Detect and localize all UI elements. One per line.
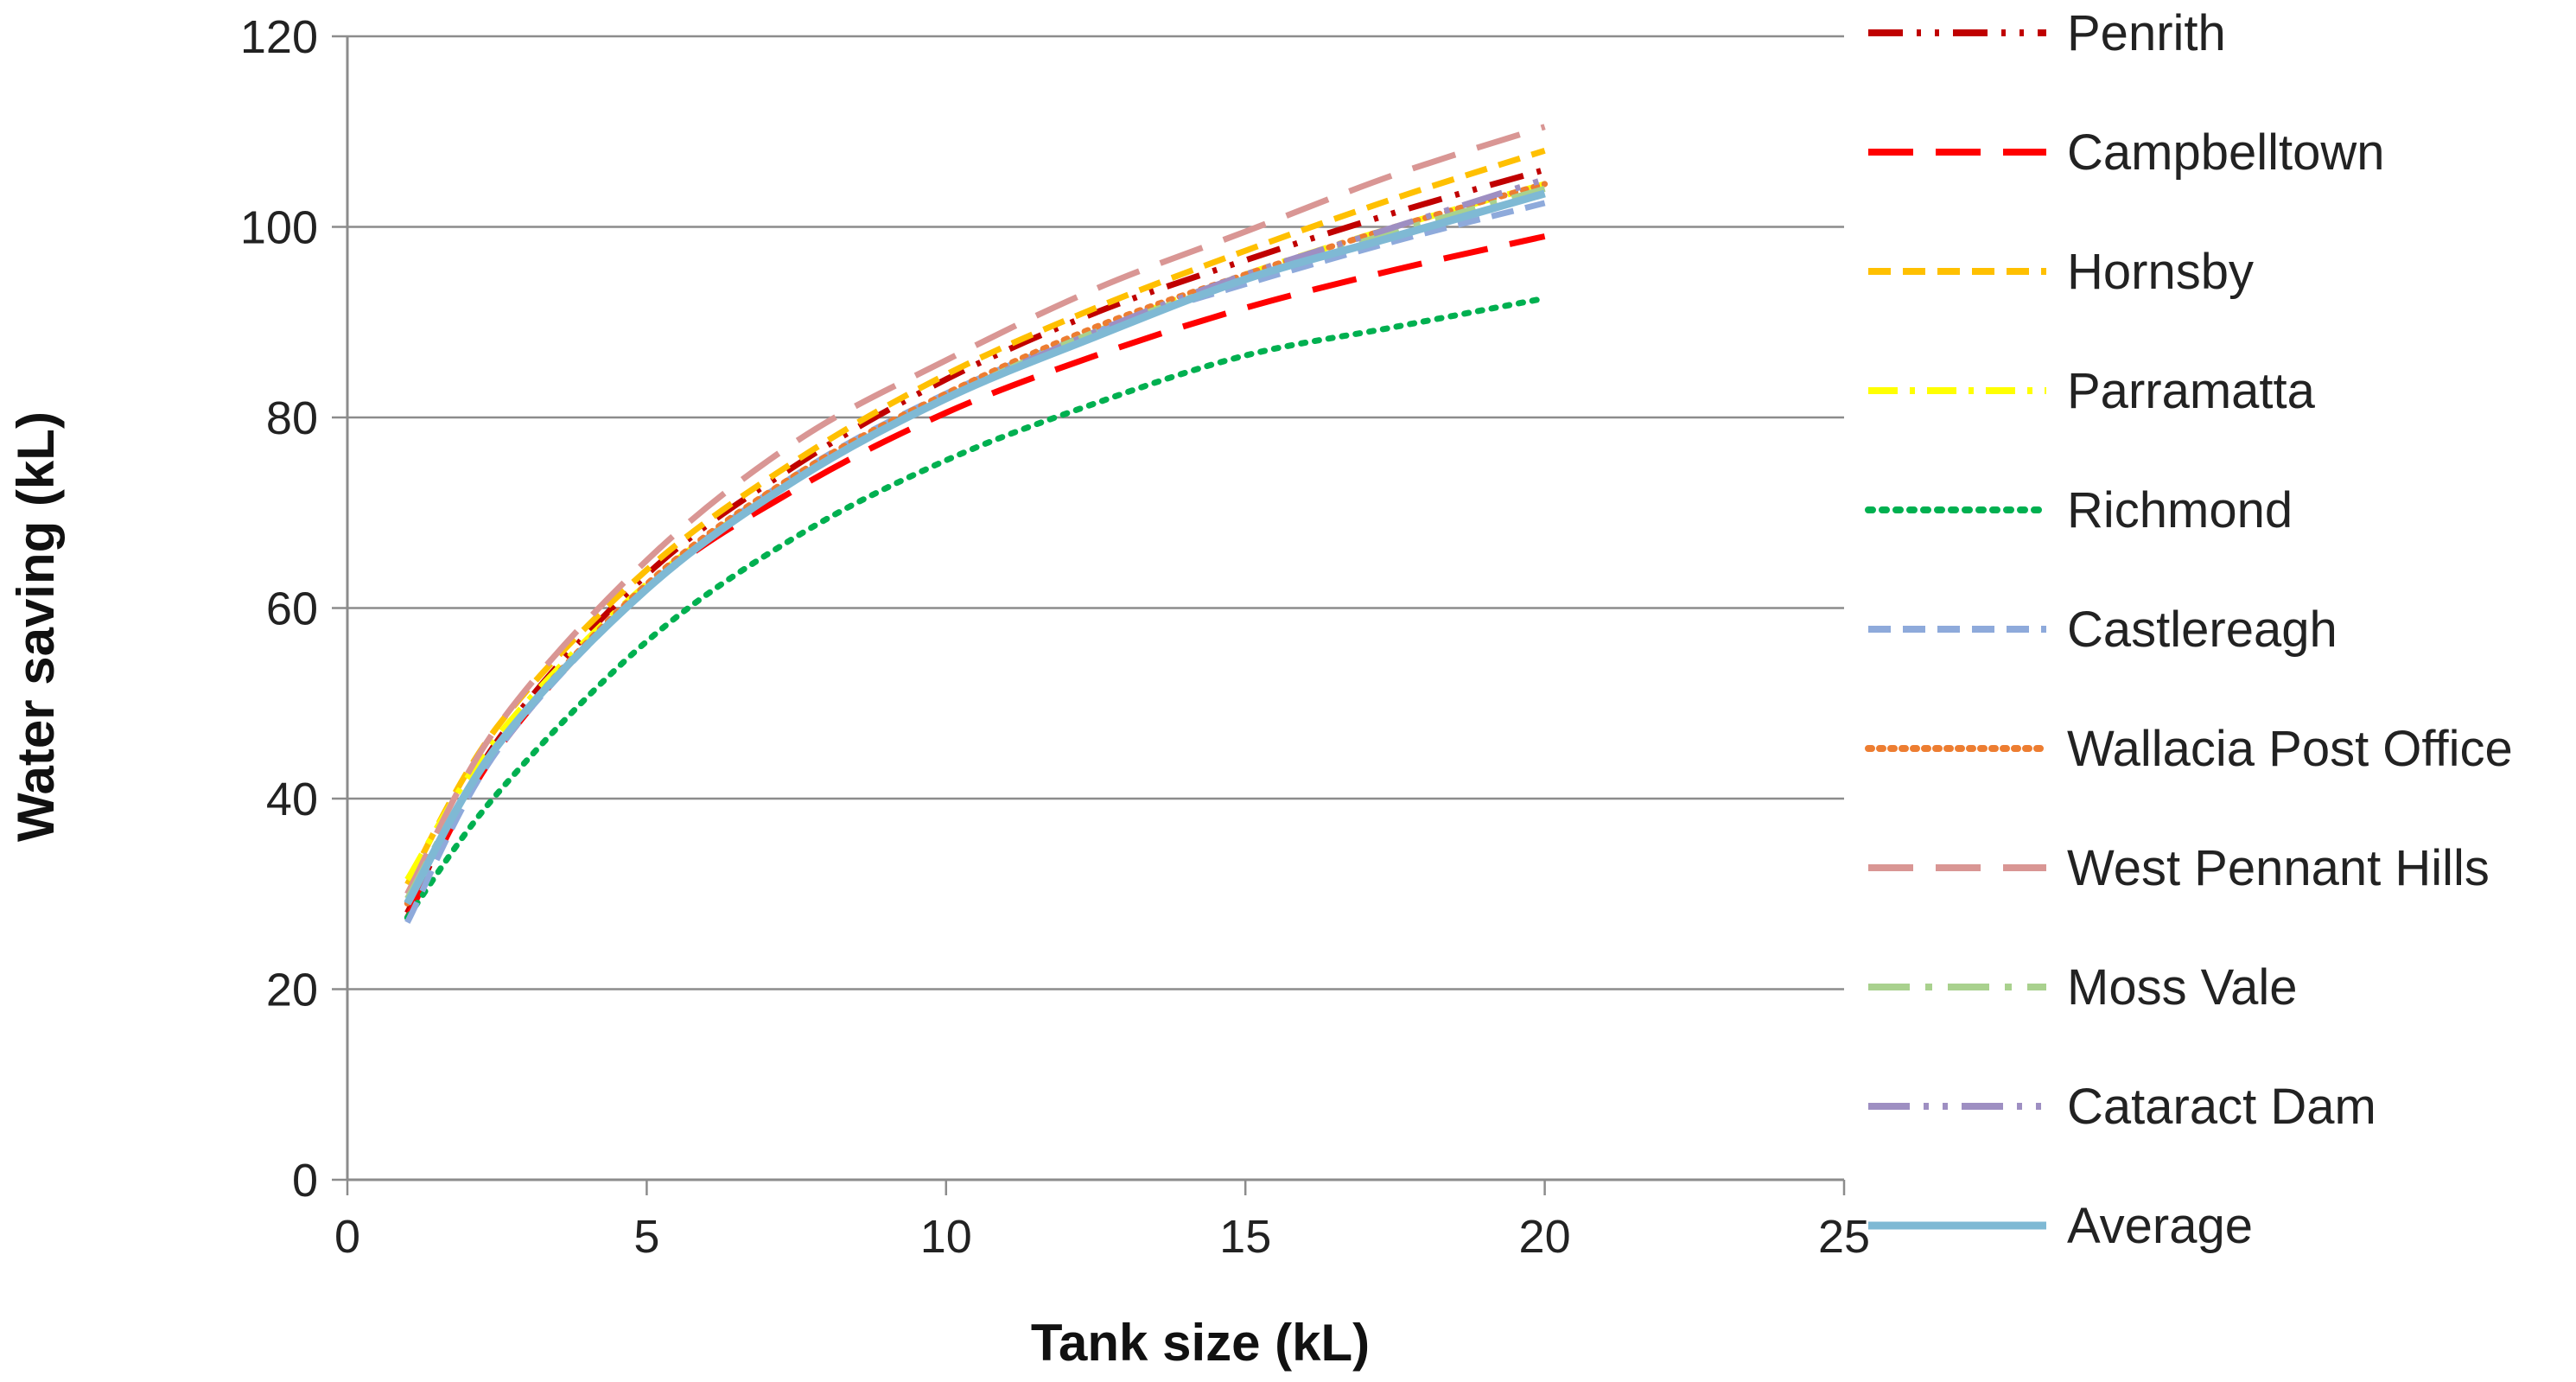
legend-label: Campbelltown (2067, 124, 2385, 181)
y-tick-label: 80 (266, 392, 318, 444)
series-line-penrith (404, 167, 1546, 914)
axes: 0 20 40 60 80 100 120 0 5 10 15 20 25 (240, 11, 1870, 1263)
legend-label: Hornsby (2067, 244, 2254, 300)
legend-item-hornsby: Hornsby (1868, 244, 2254, 300)
y-axis-title: Water saving (kL) (7, 411, 65, 842)
x-tick-label: 25 (1818, 1211, 1870, 1263)
legend-label: Penrith (2067, 5, 2226, 61)
series-line-west-pennant-hills (404, 124, 1546, 895)
legend-label: Parramatta (2067, 363, 2316, 419)
legend-item-average: Average (1868, 1198, 2253, 1254)
y-tick-label: 60 (266, 583, 318, 635)
x-axis-title: Tank size (kL) (1031, 1314, 1370, 1372)
series-line-campbelltown (404, 233, 1546, 920)
legend-label: Castlereagh (2067, 602, 2337, 658)
y-tick-label: 20 (266, 965, 318, 1016)
legend-item-wallacia-post-office: Wallacia Post Office (1865, 721, 2513, 777)
y-tick-label: 40 (266, 774, 318, 825)
series-line-average (404, 189, 1546, 906)
series-line-castlereagh (404, 200, 1546, 924)
y-tick-label: 120 (240, 11, 318, 63)
legend-label: Wallacia Post Office (2067, 721, 2513, 777)
legend-item-campbelltown: Campbelltown (1868, 124, 2385, 181)
legend-item-moss-vale: Moss Vale (1868, 959, 2297, 1016)
legend: Penrith Campbelltown Hornsby Parramatta Rich… (1865, 5, 2513, 1254)
legend-item-cataract-dam: Cataract Dam (1868, 1079, 2376, 1135)
x-tick-label: 0 (334, 1211, 360, 1263)
legend-item-penrith: Penrith (1868, 5, 2226, 61)
series-line-hornsby (404, 147, 1546, 886)
series-line-richmond (404, 295, 1549, 921)
x-tick-label: 5 (633, 1211, 659, 1263)
y-tick-label: 0 (292, 1155, 318, 1207)
legend-item-west-pennant-hills: West Pennant Hills (1868, 840, 2490, 896)
legend-label: West Pennant Hills (2067, 840, 2490, 896)
gridlines (347, 35, 1844, 1181)
legend-label: Moss Vale (2067, 959, 2297, 1016)
y-tick-label: 100 (240, 202, 318, 254)
x-tick-label: 10 (920, 1211, 972, 1263)
series-lines (404, 124, 1549, 924)
series-line-moss-vale (404, 186, 1546, 901)
series-line-parramatta (404, 181, 1546, 882)
legend-item-richmond: Richmond (1865, 482, 2293, 538)
series-line-cataract-dam (404, 176, 1546, 906)
series-line-wallacia-post-office (404, 181, 1549, 907)
legend-item-castlereagh: Castlereagh (1868, 602, 2337, 658)
x-tick-label: 20 (1519, 1211, 1571, 1263)
legend-label: Average (2067, 1198, 2253, 1254)
legend-label: Richmond (2067, 482, 2293, 538)
legend-label: Cataract Dam (2067, 1079, 2376, 1135)
legend-item-parramatta: Parramatta (1868, 363, 2316, 419)
x-tick-label: 15 (1219, 1211, 1271, 1263)
